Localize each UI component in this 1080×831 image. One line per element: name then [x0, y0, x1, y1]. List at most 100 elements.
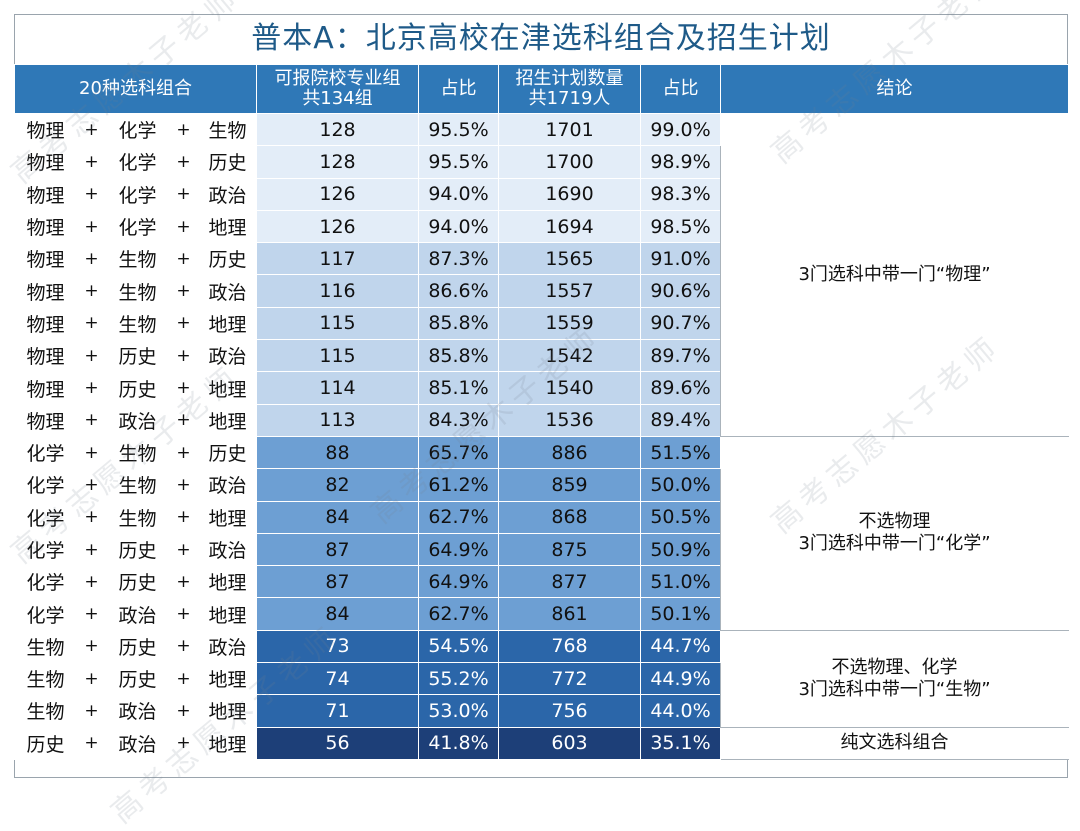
plan-ratio-cell: 50.1%	[640, 597, 721, 631]
subject-2-cell: 生物	[106, 500, 169, 534]
plus-sign: +	[168, 726, 199, 760]
subject-1-cell: 物理	[14, 403, 77, 437]
plus-sign: +	[76, 435, 107, 470]
plan-count-cell: 1701	[498, 112, 641, 147]
groups-count-cell: 87	[256, 565, 419, 599]
subject-1-cell: 生物	[14, 694, 77, 728]
header-ratio2: 占比	[640, 64, 721, 114]
groups-ratio-cell: 61.2%	[418, 468, 499, 502]
plan-count-cell: 868	[498, 500, 641, 534]
subject-2-cell: 生物	[106, 306, 169, 341]
groups-count-cell: 84	[256, 500, 419, 534]
plan-count-cell: 1559	[498, 306, 641, 341]
groups-count-cell: 115	[256, 339, 419, 373]
plus-sign: +	[76, 597, 107, 631]
subject-1-cell: 生物	[14, 629, 77, 664]
table-row: 物理 + 政治 + 地理 113 84.3% 1536 89.4%	[14, 403, 1069, 437]
plus-sign: +	[168, 435, 199, 470]
subject-3-cell: 政治	[198, 339, 257, 373]
subject-3-cell: 历史	[198, 242, 257, 276]
subject-3-cell: 政治	[198, 532, 257, 567]
subject-3-cell: 地理	[198, 500, 257, 534]
groups-ratio-cell: 84.3%	[418, 403, 499, 437]
plus-sign: +	[76, 242, 107, 276]
plan-count-cell: 886	[498, 435, 641, 470]
subject-1-cell: 化学	[14, 565, 77, 599]
subject-1-cell: 化学	[14, 597, 77, 631]
subject-3-cell: 地理	[198, 209, 257, 244]
plus-sign: +	[168, 500, 199, 534]
subject-2-cell: 化学	[106, 145, 169, 179]
subject-3-cell: 生物	[198, 112, 257, 147]
subject-1-cell: 物理	[14, 209, 77, 244]
plus-sign: +	[76, 726, 107, 760]
plus-sign: +	[168, 468, 199, 502]
plus-sign: +	[168, 597, 199, 631]
subject-2-cell: 历史	[106, 565, 169, 599]
plan-ratio-cell: 44.9%	[640, 662, 721, 696]
subject-1-cell: 物理	[14, 274, 77, 308]
plus-sign: +	[76, 694, 107, 728]
plan-ratio-cell: 44.0%	[640, 694, 721, 728]
plan-count-cell: 1557	[498, 274, 641, 308]
plan-ratio-cell: 98.3%	[640, 177, 721, 211]
subject-3-cell: 地理	[198, 694, 257, 728]
plan-ratio-cell: 50.5%	[640, 500, 721, 534]
groups-count-cell: 115	[256, 306, 419, 341]
plus-sign: +	[168, 532, 199, 567]
subject-2-cell: 政治	[106, 694, 169, 728]
table-row: 生物 + 历史 + 地理 74 55.2% 772 44.9%	[14, 662, 1069, 696]
groups-count-cell: 73	[256, 629, 419, 664]
subject-1-cell: 物理	[14, 112, 77, 147]
table-row: 物理 + 历史 + 政治 115 85.8% 1542 89.7%	[14, 339, 1069, 373]
plus-sign: +	[168, 662, 199, 696]
plus-sign: +	[168, 694, 199, 728]
groups-count-cell: 126	[256, 209, 419, 244]
plan-ratio-cell: 99.0%	[640, 112, 721, 147]
header-schools: 可报院校专业组 共134组	[256, 64, 419, 114]
conclusion-biology: 不选物理、化学 3门选科中带一门“生物”	[720, 629, 1069, 728]
conclusion-chemistry-line-1: 不选物理	[858, 511, 931, 533]
subject-1-cell: 化学	[14, 435, 77, 470]
groups-ratio-cell: 53.0%	[418, 694, 499, 728]
plus-sign: +	[76, 403, 107, 437]
plan-ratio-cell: 89.6%	[640, 371, 721, 405]
table-row: 化学 + 历史 + 地理 87 64.9% 877 51.0%	[14, 565, 1069, 599]
subject-3-cell: 历史	[198, 145, 257, 179]
plan-ratio-cell: 98.5%	[640, 209, 721, 244]
subject-1-cell: 化学	[14, 532, 77, 567]
subject-2-cell: 化学	[106, 177, 169, 211]
conclusion-arts: 纯文选科组合	[720, 726, 1069, 760]
table-row: 生物 + 历史 + 政治 73 54.5% 768 44.7% 不选物理、化学 3门选科中带一门“生…	[14, 629, 1069, 728]
plus-sign: +	[76, 274, 107, 308]
plus-sign: +	[76, 371, 107, 405]
plus-sign: +	[168, 339, 199, 373]
groups-count-cell: 116	[256, 274, 419, 308]
plus-sign: +	[76, 145, 107, 179]
plus-sign: +	[168, 403, 199, 437]
subject-1-cell: 历史	[14, 726, 77, 760]
plus-sign: +	[168, 145, 199, 179]
subject-1-cell: 物理	[14, 145, 77, 179]
page-title: 普本A：北京高校在津选科组合及招生计划	[251, 21, 831, 56]
table-row: 物理 + 化学 + 生物 128 95.5% 1701 99.0% 3门选科中带一门“物理”	[14, 112, 1069, 437]
groups-ratio-cell: 62.7%	[418, 597, 499, 631]
subject-2-cell: 生物	[106, 435, 169, 470]
conclusion-chemistry: 不选物理 3门选科中带一门“化学”	[720, 435, 1069, 631]
subject-3-cell: 地理	[198, 403, 257, 437]
header-combo: 20种选科组合	[14, 64, 257, 114]
header-plan-line1: 招生计划数量	[515, 68, 624, 89]
plan-count-cell: 861	[498, 597, 641, 631]
plus-sign: +	[76, 306, 107, 341]
groups-ratio-cell: 54.5%	[418, 629, 499, 664]
subject-3-cell: 地理	[198, 565, 257, 599]
groups-ratio-cell: 94.0%	[418, 177, 499, 211]
plan-ratio-cell: 44.7%	[640, 629, 721, 664]
groups-ratio-cell: 85.8%	[418, 306, 499, 341]
plan-ratio-cell: 98.9%	[640, 145, 721, 179]
plan-ratio-cell: 51.0%	[640, 565, 721, 599]
groups-ratio-cell: 86.6%	[418, 274, 499, 308]
subject-3-cell: 政治	[198, 177, 257, 211]
plan-count-cell: 859	[498, 468, 641, 502]
plan-ratio-cell: 90.6%	[640, 274, 721, 308]
